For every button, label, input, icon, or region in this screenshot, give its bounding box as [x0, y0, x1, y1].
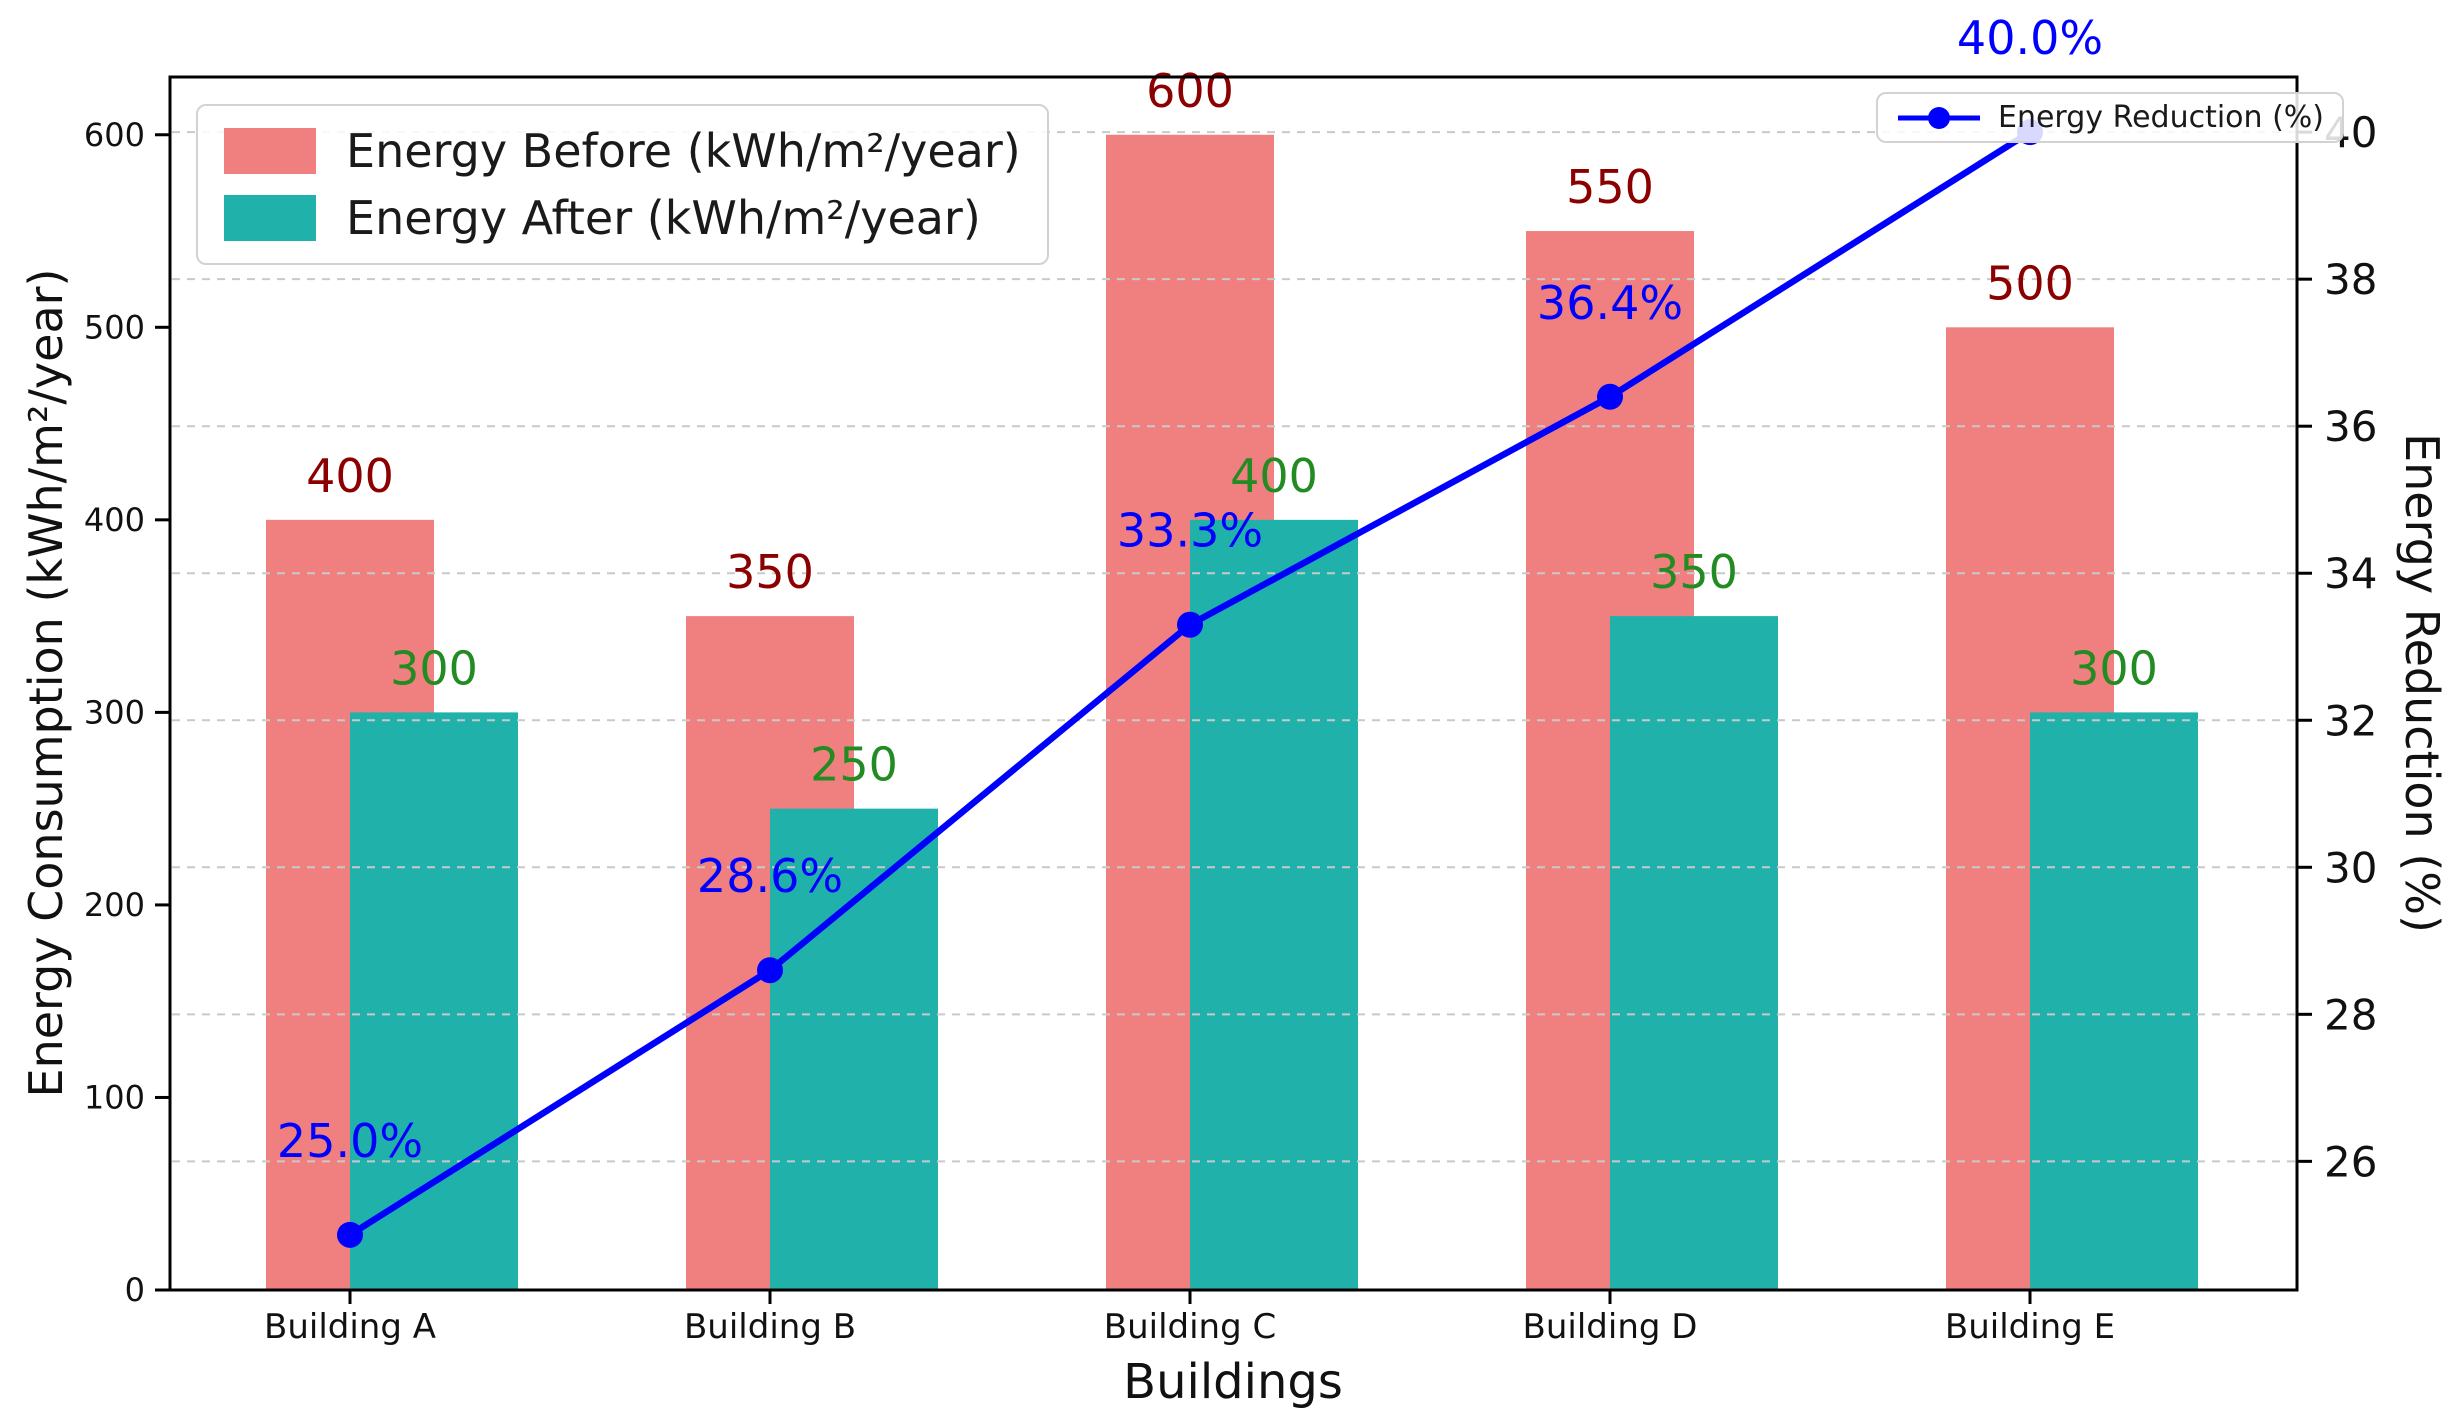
- reduction-marker-building-d: [1597, 383, 1623, 410]
- axes-layer: 01002003004005006002628303234363840Build…: [84, 75, 2377, 1347]
- bars-layer: [266, 134, 2198, 1291]
- y-axis-title-left: Energy Consumption (kWh/m²/year): [19, 268, 73, 1098]
- value-label-before-building-c: 600: [1146, 64, 1234, 118]
- bar-after-building-b: [770, 808, 938, 1290]
- y-tick-label-left-600: 600: [84, 116, 145, 154]
- y-tick-label-right-38: 38: [2324, 255, 2377, 304]
- y-tick-label-right-26: 26: [2324, 1137, 2377, 1186]
- legend-swatch-before: [224, 128, 316, 175]
- x-tick-label-building-d: Building D: [1523, 1307, 1698, 1347]
- y-tick-label-right-32: 32: [2324, 696, 2377, 745]
- value-label-after-building-e: 300: [2070, 641, 2158, 695]
- legend-label-energy-after: Energy After (kWh/m²/year): [346, 190, 981, 245]
- legend-bars: Energy Before (kWh/m²/year) Energy After…: [196, 104, 1049, 266]
- legend-label-energy-reduction: Energy Reduction (%): [1998, 100, 2324, 135]
- y-tick-label-right-34: 34: [2324, 549, 2377, 598]
- y-tick-label-left-500: 500: [84, 308, 145, 346]
- y-tick-label-left-400: 400: [84, 501, 145, 539]
- value-label-before-building-b: 350: [726, 545, 814, 599]
- reduction-marker-building-b: [757, 957, 783, 984]
- y-tick-label-right-36: 36: [2324, 402, 2377, 451]
- y-tick-label-right-28: 28: [2324, 990, 2377, 1039]
- legend-line-marker-icon: [1898, 106, 1980, 129]
- x-tick-label-building-a: Building A: [264, 1307, 436, 1347]
- value-label-after-building-b: 250: [810, 738, 898, 792]
- value-label-after-building-a: 300: [390, 641, 478, 695]
- legend-label-energy-before: Energy Before (kWh/m²/year): [346, 124, 1021, 178]
- value-label-reduction-building-d: 36.4%: [1537, 276, 1683, 330]
- legend-swatch-after: [224, 194, 316, 241]
- value-label-before-building-d: 550: [1566, 160, 1654, 214]
- value-label-before-building-e: 500: [1986, 256, 2074, 310]
- x-tick-label-building-c: Building C: [1104, 1307, 1276, 1347]
- value-label-after-building-d: 350: [1650, 545, 1738, 599]
- y-tick-label-left-0: 0: [125, 1271, 145, 1309]
- legend-item-energy-before: Energy Before (kWh/m²/year): [224, 126, 1021, 177]
- reduction-marker-building-a: [337, 1221, 363, 1248]
- bar-after-building-d: [1610, 616, 1778, 1290]
- x-axis-title: Buildings: [1123, 1354, 1343, 1410]
- y-tick-label-left-200: 200: [84, 886, 145, 924]
- legend-line: Energy Reduction (%): [1876, 92, 2344, 143]
- y-axis-title-right: Energy Reduction (%): [2395, 433, 2449, 933]
- value-label-reduction-building-e: 40.0%: [1957, 11, 2103, 65]
- value-label-reduction-building-a: 25.0%: [277, 1114, 423, 1168]
- y-tick-label-left-100: 100: [84, 1078, 145, 1116]
- bar-after-building-e: [2030, 712, 2198, 1290]
- bar-after-building-c: [1190, 519, 1358, 1290]
- x-tick-label-building-e: Building E: [1945, 1307, 2115, 1347]
- value-label-before-building-a: 400: [306, 449, 394, 503]
- y-tick-label-right-30: 30: [2324, 843, 2377, 892]
- bar-after-building-a: [350, 712, 518, 1290]
- value-labels-layer: 40030025.0%35025028.6%60040033.3%5503503…: [277, 11, 2158, 1168]
- x-tick-label-building-b: Building B: [684, 1307, 856, 1347]
- value-label-reduction-building-b: 28.6%: [697, 849, 843, 903]
- value-label-reduction-building-c: 33.3%: [1117, 504, 1263, 558]
- y-tick-label-left-300: 300: [84, 693, 145, 731]
- value-label-after-building-c: 400: [1230, 449, 1318, 503]
- plot-frame: [168, 75, 2299, 1292]
- reduction-marker-building-c: [1177, 611, 1203, 638]
- legend-item-energy-after: Energy After (kWh/m²/year): [224, 190, 1021, 245]
